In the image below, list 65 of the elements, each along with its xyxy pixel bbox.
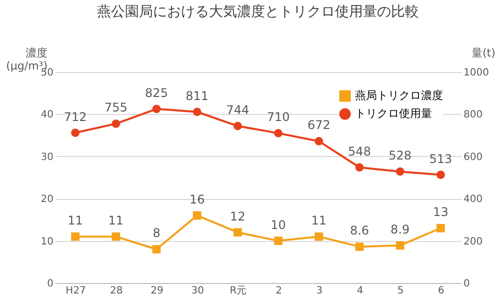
point (192, 211, 202, 220)
point (314, 232, 324, 241)
data-label: 712 (64, 110, 87, 124)
point (71, 128, 80, 137)
point (192, 108, 202, 116)
data-label: 710 (266, 110, 290, 124)
y2-tick-label: 1000 (464, 68, 489, 78)
data-label: 16 (189, 192, 205, 206)
data-label: 13 (433, 205, 448, 220)
data-label: 548 (348, 144, 371, 158)
point (436, 224, 445, 232)
x-tick-label: 28 (110, 286, 123, 296)
y2-tick-label: 400 (464, 194, 483, 206)
point (355, 242, 364, 251)
legend-label: 燕局トリクロ濃度 (355, 89, 443, 102)
point (274, 129, 282, 138)
y-tick-label: 40 (40, 110, 54, 121)
point (436, 170, 445, 179)
point (234, 122, 242, 130)
point (234, 228, 242, 237)
data-label: 8.9 (390, 222, 410, 236)
point (314, 137, 324, 146)
y2-tick-label: 800 (464, 110, 483, 121)
point (396, 241, 404, 250)
x-tick-label: 4 (356, 286, 364, 296)
y2-axis-title: 量(t) (472, 46, 496, 60)
point (274, 236, 282, 245)
x-tick-label: 6 (438, 286, 444, 296)
point (152, 104, 161, 114)
chart-title: 燕公園局における大気濃度とトリクロ使用量の比較 (97, 4, 419, 20)
point (112, 120, 120, 128)
x-tick-label: 3 (316, 286, 323, 296)
data-label: 11 (68, 214, 83, 228)
x-tick-label: 5 (397, 286, 404, 296)
data-label: 755 (104, 100, 128, 115)
data-label: 672 (307, 118, 330, 132)
data-label: 10 (270, 218, 286, 232)
data-label: 8.6 (350, 224, 370, 238)
data-label: 11 (108, 214, 124, 228)
data-label: 12 (230, 209, 246, 224)
y-tick-label: 0 (47, 278, 54, 290)
y2-tick-label: 600 (464, 152, 483, 163)
point (355, 163, 364, 172)
x-tick-label: R元 (230, 286, 247, 296)
point (396, 167, 404, 176)
x-tick-label: 2 (276, 286, 282, 296)
y-tick-label: 20 (40, 194, 54, 206)
data-label: 825 (145, 86, 168, 100)
data-label: 811 (186, 88, 209, 103)
point (71, 232, 80, 241)
point (152, 245, 161, 254)
data-label: 513 (429, 152, 452, 166)
x-tick-label: H27 (66, 286, 86, 296)
point (112, 232, 120, 241)
data-label: 11 (311, 214, 327, 228)
legend-label: トリクロ使用量 (355, 107, 432, 120)
y-tick-label: 30 (40, 152, 54, 163)
data-label: 528 (388, 148, 412, 163)
x-tick-label: 30 (191, 286, 204, 296)
data-label: 744 (226, 103, 250, 118)
y-tick-label: 10 (40, 236, 54, 248)
y2-tick-label: 0 (464, 278, 470, 290)
data-label: 8 (152, 226, 160, 240)
y2-tick-label: 200 (464, 236, 483, 248)
x-tick-label: 29 (150, 286, 164, 296)
